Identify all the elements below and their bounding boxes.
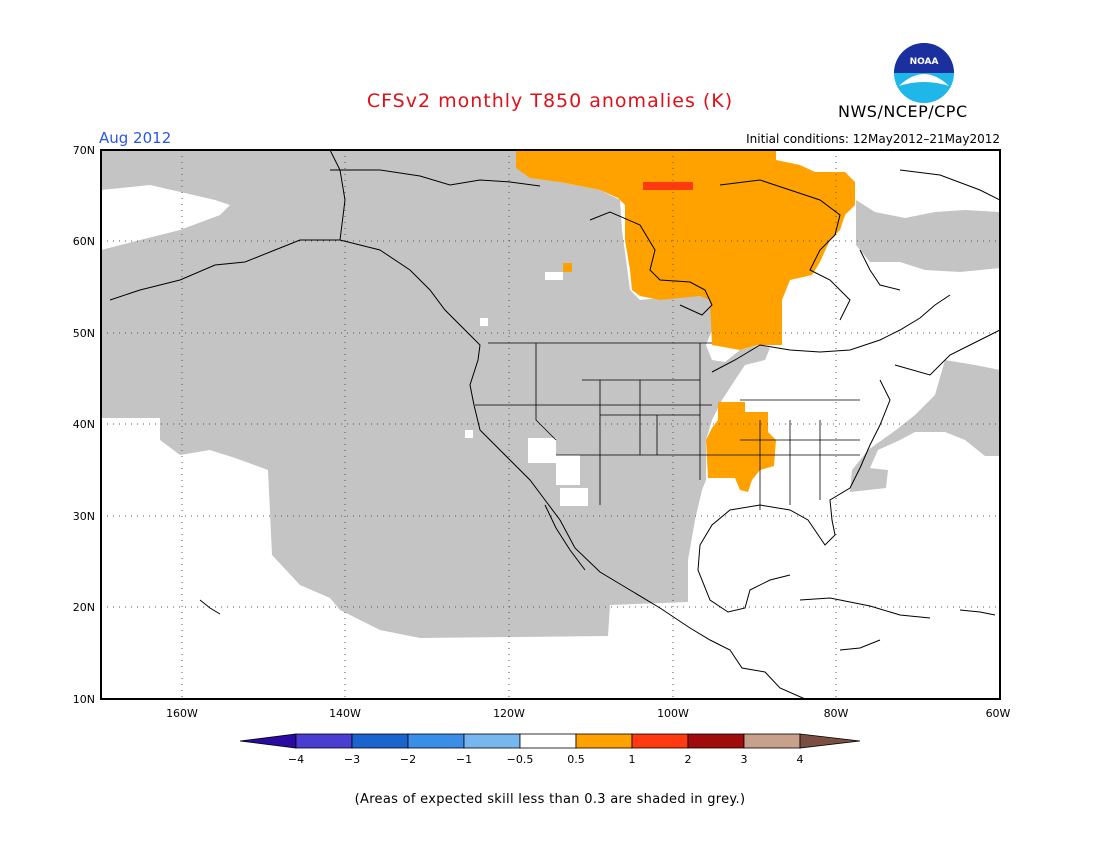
colorbar-ticks: −4 −3 −2 −1 −0.5 0.5 1 2 3 4 [288,753,804,766]
colorbar-tick: 3 [741,753,748,766]
skill-holes [465,272,588,506]
colorbar-segment [631,733,689,749]
coastlines [109,150,1000,699]
lat-label: 60N [73,235,95,248]
latitude-labels: 70N 60N 50N 40N 30N 20N 10N [73,144,95,706]
lat-label: 70N [73,144,95,157]
colorbar-segment [743,733,801,749]
colorbar-segment [463,733,521,749]
colorbar-segment [295,733,353,749]
map-title: CFSv2 monthly T850 anomalies (K) [366,90,734,112]
colorbar-tick: 1 [629,753,636,766]
colorbar-segment [687,733,745,749]
map-frame [100,149,1001,700]
valid-month: Aug 2012 [99,129,172,147]
colorbar-tick: 4 [797,753,804,766]
colorbar-tick: −4 [288,753,304,766]
noaa-logo-text: NOAA [910,57,939,67]
lat-label: 40N [73,418,95,431]
lon-label: 100W [657,707,689,720]
noaa-logo: NOAA [894,43,954,103]
state-boundaries [475,342,860,510]
colorbar-tick: −0.5 [507,753,534,766]
colorbar-tick: −3 [344,753,360,766]
lon-label: 60W [986,707,1011,720]
colorbar-segment [575,733,633,749]
warm-anomaly-regions [516,150,855,492]
lon-label: 140W [329,707,361,720]
lon-label: 160W [166,707,198,720]
lat-label: 20N [73,601,95,614]
colorbar [239,733,861,749]
lat-label: 50N [73,327,95,340]
colorbar-segment [407,733,465,749]
colorbar-tick: −2 [400,753,416,766]
lat-label: 10N [73,693,95,706]
colorbar-segment [239,733,297,749]
lon-label: 120W [493,707,525,720]
colorbar-tick: 2 [685,753,692,766]
lon-label: 80W [824,707,849,720]
lat-label: 30N [73,510,95,523]
colorbar-segment [519,733,577,749]
longitude-labels: 160W 140W 120W 100W 80W 60W [166,707,1010,720]
skill-footnote: (Areas of expected skill less than 0.3 a… [354,792,746,807]
low-skill-grey-regions [101,150,1000,638]
initial-conditions: Initial conditions: 12May2012–21May2012 [746,132,1000,146]
colorbar-segment [351,733,409,749]
colorbar-tick: −1 [456,753,472,766]
colorbar-segment [799,733,861,749]
organization-label: NWS/NCEP/CPC [838,102,968,121]
colorbar-tick: 0.5 [567,753,585,766]
